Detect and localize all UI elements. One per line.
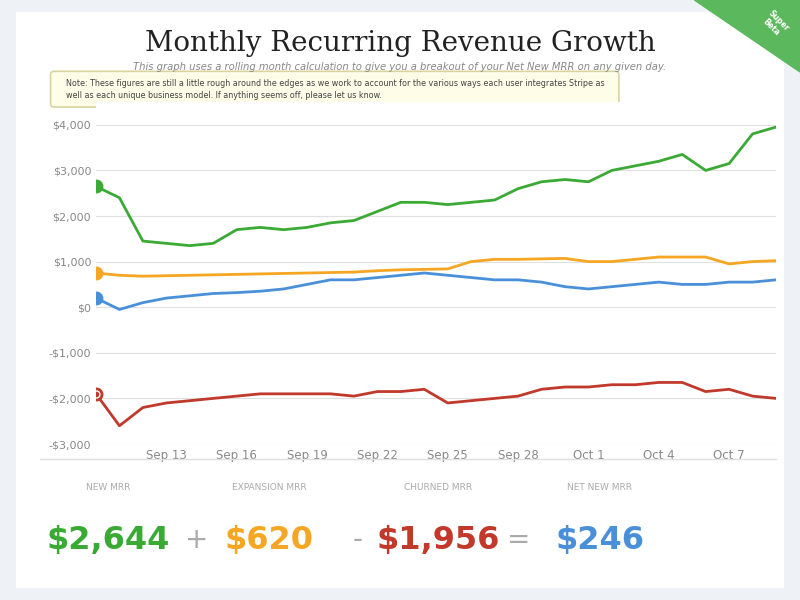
Text: $246: $246 [555, 524, 644, 556]
Text: $620: $620 [225, 524, 314, 556]
Text: Super
Beta: Super Beta [759, 8, 791, 40]
FancyBboxPatch shape [50, 71, 619, 107]
Text: This graph uses a rolling month calculation to give you a breakout of your Net N: This graph uses a rolling month calculat… [134, 62, 666, 72]
Text: NEW MRR: NEW MRR [86, 482, 130, 492]
Text: well as each unique business model. If anything seems off, please let us know.: well as each unique business model. If a… [66, 91, 382, 100]
Text: $1,956: $1,956 [377, 524, 500, 556]
Text: EXPANSION MRR: EXPANSION MRR [232, 482, 306, 492]
Polygon shape [694, 0, 800, 72]
Text: =: = [507, 526, 530, 554]
Text: NET NEW MRR: NET NEW MRR [567, 482, 632, 492]
Text: Note: These figures are still a little rough around the edges as we work to acco: Note: These figures are still a little r… [66, 79, 605, 88]
Text: -: - [353, 526, 362, 554]
Text: CHURNED MRR: CHURNED MRR [404, 482, 473, 492]
Text: +: + [185, 526, 208, 554]
FancyBboxPatch shape [8, 6, 792, 594]
Text: $2,644: $2,644 [46, 524, 170, 556]
Text: Monthly Recurring Revenue Growth: Monthly Recurring Revenue Growth [145, 30, 655, 57]
